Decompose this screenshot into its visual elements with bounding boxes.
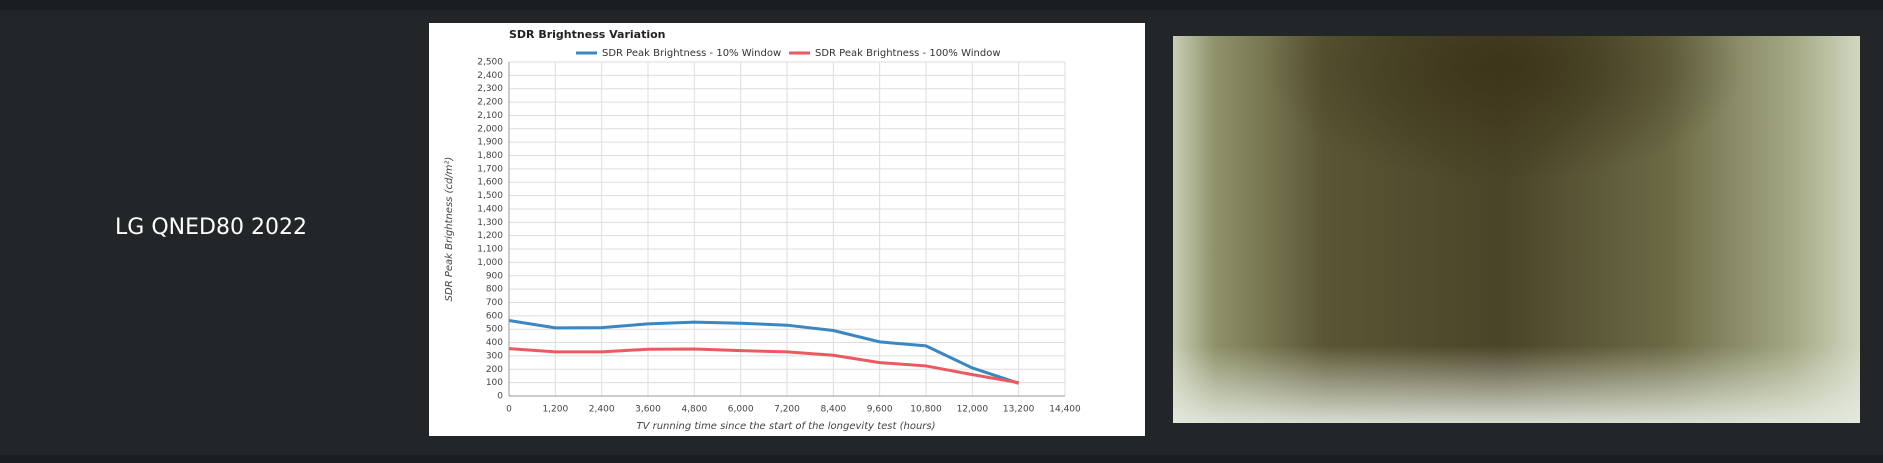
y-tick-label: 1,200 <box>477 231 503 241</box>
y-tick-label: 1,600 <box>477 178 503 188</box>
y-tick-label: 1,000 <box>477 258 503 268</box>
x-tick-label: 9,600 <box>867 405 893 415</box>
row-label: LG QNED80 2022 <box>115 215 307 240</box>
legend-label: SDR Peak Brightness - 10% Window <box>602 48 781 59</box>
y-tick-label: 400 <box>486 338 503 348</box>
x-tick-label: 4,800 <box>681 405 707 415</box>
x-tick-label: 13,200 <box>1003 405 1035 415</box>
bottom-bar <box>0 455 1883 463</box>
y-tick-label: 800 <box>486 285 503 295</box>
y-tick-label: 100 <box>486 378 503 388</box>
y-tick-label: 500 <box>486 325 503 335</box>
x-tick-label: 6,000 <box>728 405 754 415</box>
x-tick-label: 10,800 <box>910 405 942 415</box>
y-tick-label: 1,400 <box>477 204 503 214</box>
y-tick-label: 2,200 <box>477 98 503 108</box>
y-tick-label: 2,000 <box>477 124 503 134</box>
x-tick-label: 3,600 <box>635 405 661 415</box>
y-tick-label: 1,700 <box>477 164 503 174</box>
y-tick-label: 1,900 <box>477 138 503 148</box>
top-bar <box>0 0 1883 10</box>
y-tick-label: 2,400 <box>477 71 503 81</box>
x-tick-label: 0 <box>506 405 512 415</box>
y-tick-label: 0 <box>497 392 503 402</box>
x-axis-label: TV running time since the start of the l… <box>636 421 935 432</box>
x-tick-label: 7,200 <box>774 405 800 415</box>
legend-label: SDR Peak Brightness - 100% Window <box>815 48 1001 59</box>
photo <box>1173 36 1860 423</box>
y-tick-label: 300 <box>486 351 503 361</box>
chart-title: SDR Brightness Variation <box>509 28 665 41</box>
y-tick-label: 1,300 <box>477 218 503 228</box>
y-axis-label: SDR Peak Brightness (cd/m²) <box>444 157 455 302</box>
data-line <box>508 319 1020 385</box>
y-tick-label: 2,100 <box>477 111 503 121</box>
y-tick-label: 2,300 <box>477 84 503 94</box>
x-tick-label: 2,400 <box>589 405 615 415</box>
y-tick-label: 700 <box>486 298 503 308</box>
y-tick-label: 2,500 <box>477 58 503 68</box>
y-tick-label: 1,800 <box>477 151 503 161</box>
y-tick-label: 1,100 <box>477 245 503 255</box>
y-tick-label: 600 <box>486 311 503 321</box>
x-tick-label: 14,400 <box>1049 405 1081 415</box>
y-tick-label: 900 <box>486 271 503 281</box>
y-tick-label: 1,500 <box>477 191 503 201</box>
x-tick-label: 1,200 <box>542 405 568 415</box>
y-tick-label: 200 <box>486 365 503 375</box>
x-tick-label: 12,000 <box>957 405 989 415</box>
x-tick-label: 8,400 <box>820 405 846 415</box>
data-line <box>508 347 1019 385</box>
